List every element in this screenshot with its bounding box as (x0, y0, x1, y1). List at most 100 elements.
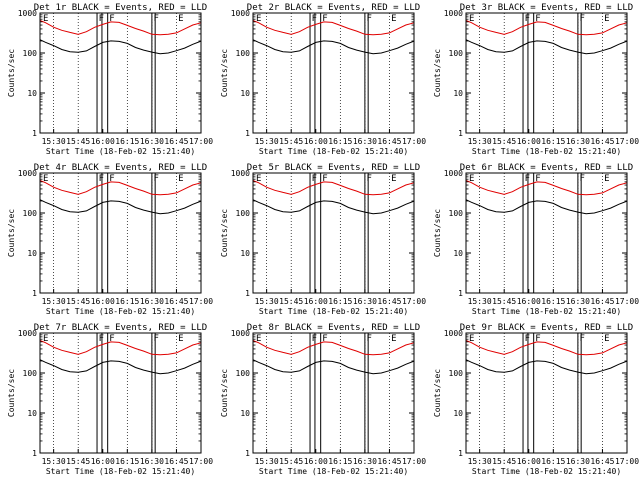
x-tick-label: 16:15 (328, 137, 352, 146)
panel-title: Det 1r BLACK = Events, RED = LLD (34, 3, 207, 13)
y-axis-label: Counts/sec (220, 369, 229, 417)
marker-letter: E (178, 14, 183, 24)
x-tick-label: 16:30 (566, 297, 590, 306)
x-tick-label: 16:30 (353, 137, 377, 146)
x-tick-label: 16:15 (115, 457, 139, 466)
series-events-line (39, 359, 202, 375)
marker-letter: E (469, 14, 474, 24)
marker-letter: F (535, 174, 540, 184)
y-tick-label: 100 (236, 49, 251, 58)
x-tick-label: 15:30 (255, 297, 279, 306)
marker-letter: F (109, 174, 114, 184)
x-axis-label: Start Time (18-Feb-02 15:21:40) (259, 467, 408, 476)
x-tick-label: 16:15 (115, 137, 139, 146)
marker-letter: E (178, 334, 183, 344)
x-axis-label: Start Time (18-Feb-02 15:21:40) (46, 147, 195, 156)
x-axis-label: Start Time (18-Feb-02 15:21:40) (46, 467, 195, 476)
x-tick-label: 15:45 (66, 297, 90, 306)
panel-title: Det 9r BLACK = Events, RED = LLD (460, 323, 633, 333)
y-tick-label: 10 (240, 249, 250, 258)
x-tick-label: 16:45 (164, 137, 188, 146)
marker-letter: E (391, 334, 396, 344)
panel-title: Det 2r BLACK = Events, RED = LLD (247, 3, 420, 13)
marker-letter: F (312, 334, 317, 344)
y-tick-label: 10 (27, 89, 37, 98)
x-tick-label: 16:15 (115, 297, 139, 306)
marker-letter: E (469, 334, 474, 344)
plot-frame (465, 12, 628, 134)
plot-frame (252, 332, 415, 454)
x-tick-label: 16:00 (91, 297, 115, 306)
x-tick-label: 16:00 (91, 137, 115, 146)
y-axis-label: Counts/sec (433, 369, 442, 417)
y-axis-label: Counts/sec (433, 209, 442, 257)
x-axis-label: Start Time (18-Feb-02 15:21:40) (259, 147, 408, 156)
y-tick-label: 10 (27, 249, 37, 258)
marker-letter: F (535, 14, 540, 24)
x-tick-label: 15:45 (492, 137, 516, 146)
y-tick-label: 1 (245, 449, 250, 458)
x-axis-label: Start Time (18-Feb-02 15:21:40) (259, 307, 408, 316)
marker-letter: F (525, 14, 530, 24)
series-lld-line (465, 180, 628, 196)
y-tick-label: 1000 (444, 329, 463, 338)
marker-letter: F (322, 14, 327, 24)
x-tick-label: 16:45 (377, 457, 401, 466)
x-axis-label: Start Time (18-Feb-02 15:21:40) (472, 307, 621, 316)
x-tick-label: 16:45 (377, 137, 401, 146)
x-tick-label: 15:30 (255, 457, 279, 466)
marker-letter: F (99, 174, 104, 184)
x-tick-label: 17:00 (402, 457, 426, 466)
series-events-line (465, 199, 628, 215)
x-tick-label: 15:45 (66, 137, 90, 146)
x-tick-label: 16:15 (541, 297, 565, 306)
plot-frame (465, 172, 628, 294)
y-tick-label: 1 (458, 289, 463, 298)
marker-letter: E (43, 14, 48, 24)
plot-frame (252, 172, 415, 294)
x-tick-label: 16:00 (517, 297, 541, 306)
series-lld-line (39, 340, 202, 356)
y-tick-label: 100 (23, 209, 38, 218)
y-tick-label: 100 (236, 209, 251, 218)
x-tick-label: 17:00 (189, 137, 213, 146)
x-tick-label: 15:45 (492, 457, 516, 466)
x-tick-label: 16:30 (566, 137, 590, 146)
x-tick-label: 16:00 (304, 457, 328, 466)
x-tick-label: 15:45 (279, 137, 303, 146)
x-tick-label: 15:30 (468, 297, 492, 306)
y-tick-label: 1000 (18, 9, 37, 18)
plot-frame (39, 12, 202, 134)
y-tick-label: 1000 (18, 329, 37, 338)
x-tick-label: 15:45 (279, 457, 303, 466)
plot-frame (39, 332, 202, 454)
y-tick-label: 1000 (231, 9, 250, 18)
y-tick-label: 10 (453, 249, 463, 258)
y-tick-label: 100 (449, 209, 464, 218)
y-tick-label: 10 (453, 89, 463, 98)
y-tick-label: 10 (27, 409, 37, 418)
plot-frame (39, 172, 202, 294)
marker-letter: F (312, 14, 317, 24)
marker-letter: E (391, 174, 396, 184)
marker-letter: F (580, 334, 585, 344)
y-tick-label: 10 (240, 89, 250, 98)
marker-letter: E (391, 14, 396, 24)
x-tick-label: 16:45 (164, 297, 188, 306)
y-tick-label: 100 (23, 49, 38, 58)
x-tick-label: 15:30 (42, 137, 66, 146)
marker-letter: F (109, 334, 114, 344)
y-axis-label: Counts/sec (7, 49, 16, 97)
marker-letter: E (604, 174, 609, 184)
x-tick-label: 16:30 (566, 457, 590, 466)
x-tick-label: 16:30 (353, 297, 377, 306)
x-tick-label: 16:45 (590, 137, 614, 146)
x-tick-label: 17:00 (402, 297, 426, 306)
marker-letter: F (154, 174, 159, 184)
series-events-line (252, 359, 415, 375)
marker-letter: E (178, 174, 183, 184)
